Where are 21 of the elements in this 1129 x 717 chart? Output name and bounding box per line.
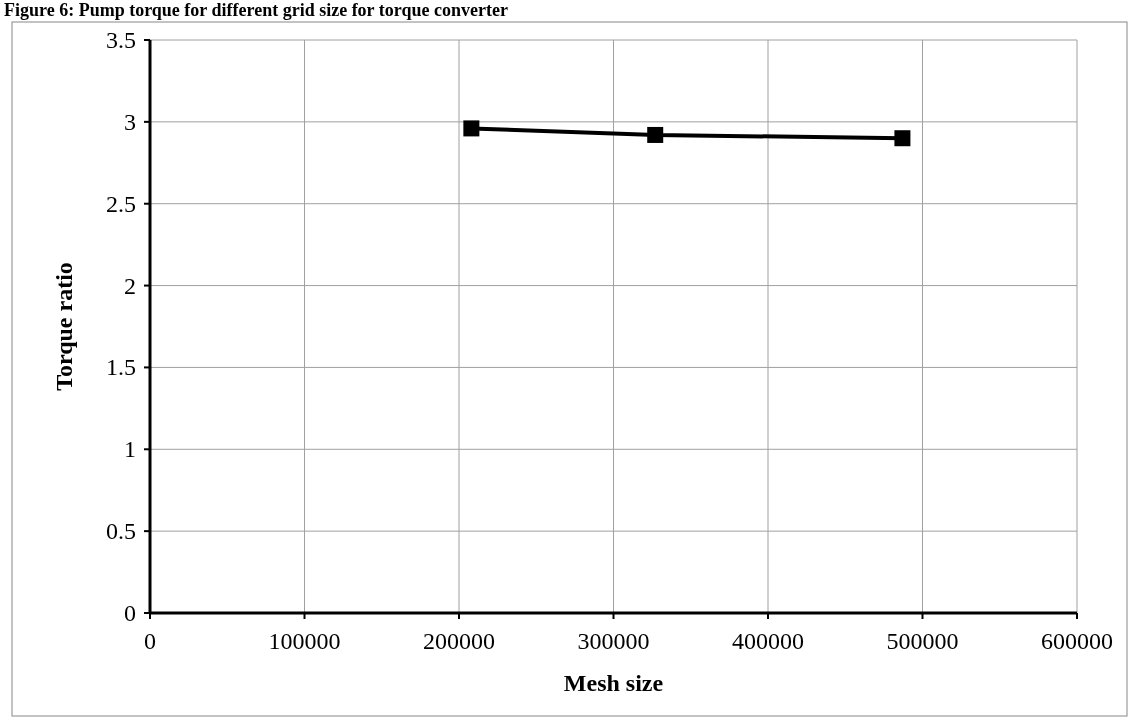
x-tick-label: 400000 xyxy=(732,628,804,654)
x-tick-label: 200000 xyxy=(423,628,495,654)
y-tick-label: 1 xyxy=(124,436,136,463)
point xyxy=(463,120,480,137)
x-tick-label: 500000 xyxy=(886,628,959,654)
x-tick-label: 100000 xyxy=(268,628,341,654)
y-tick-label: 0.5 xyxy=(106,518,136,545)
x-tick-label: 600000 xyxy=(1041,628,1113,654)
point xyxy=(647,126,664,143)
x-tick-label: 0 xyxy=(144,628,156,654)
y-tick-label: 0 xyxy=(124,600,136,626)
y-tick-label: 2 xyxy=(124,272,136,299)
y-axis-title: Torque ratio xyxy=(51,262,77,391)
x-tick-label: 300000 xyxy=(577,628,650,654)
point xyxy=(894,130,911,147)
y-tick-label: 2.5 xyxy=(106,190,136,217)
y-tick-label: 3.5 xyxy=(106,27,136,53)
x-axis-title: Mesh size xyxy=(563,670,664,696)
chart-title: Figure 6: Pump torque for different grid size for torque converter xyxy=(4,0,508,20)
y-tick-label: 3 xyxy=(124,108,136,135)
y-tick-label: 1.5 xyxy=(106,354,136,381)
